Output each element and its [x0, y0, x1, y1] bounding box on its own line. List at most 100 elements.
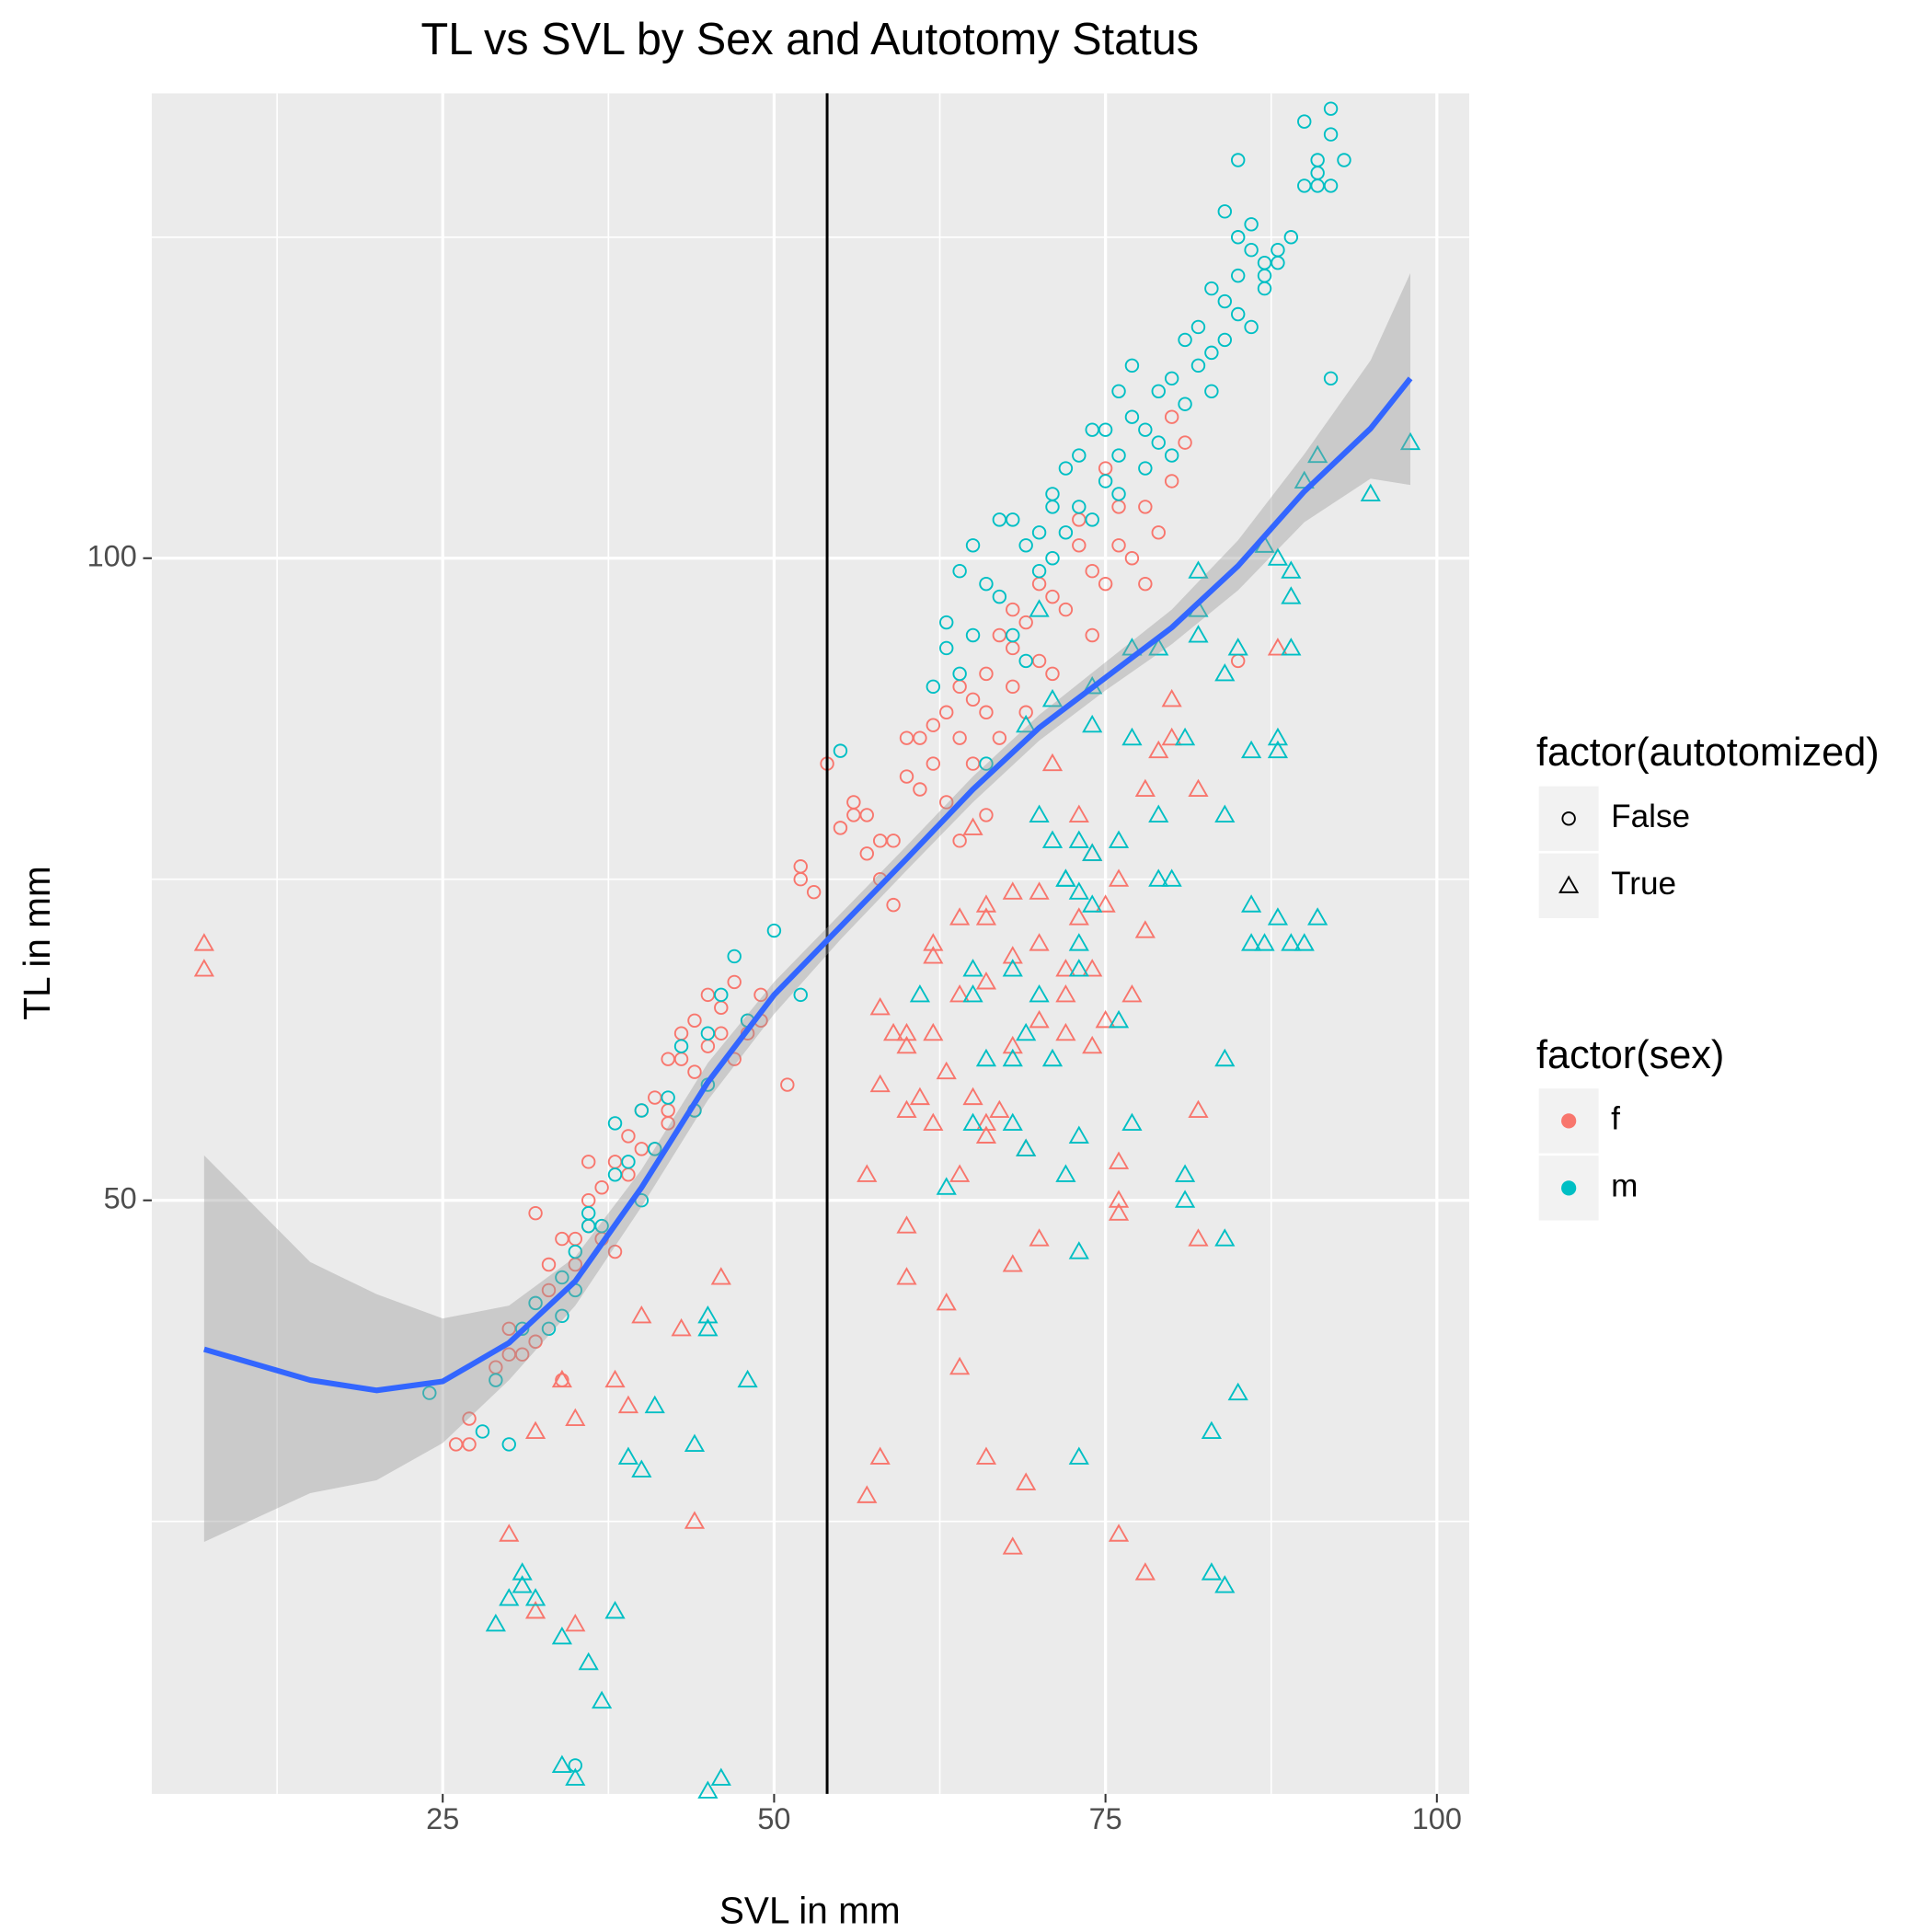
point	[1082, 1035, 1103, 1054]
point	[499, 1524, 520, 1542]
point	[1161, 727, 1182, 746]
point	[551, 1626, 572, 1645]
point	[617, 1446, 639, 1465]
point	[1016, 1472, 1037, 1490]
point	[1041, 688, 1064, 707]
point	[1082, 894, 1103, 913]
point	[1161, 868, 1182, 887]
legend-key	[1538, 853, 1599, 918]
point	[1111, 384, 1126, 398]
point	[962, 959, 983, 977]
point	[1267, 547, 1289, 566]
point	[857, 1485, 878, 1503]
point	[1241, 933, 1262, 951]
point	[975, 1446, 997, 1465]
point	[1055, 1022, 1076, 1041]
point	[1018, 538, 1033, 553]
point	[899, 769, 914, 784]
point	[1217, 293, 1232, 309]
point	[1188, 625, 1209, 643]
point	[1164, 371, 1179, 386]
point	[992, 730, 1007, 745]
point	[1124, 551, 1140, 566]
point	[1214, 1048, 1236, 1067]
point	[1138, 461, 1153, 476]
point	[1244, 319, 1259, 335]
point	[1108, 1190, 1130, 1208]
point	[697, 1780, 719, 1799]
point	[975, 972, 997, 990]
point	[909, 1087, 931, 1106]
point	[859, 808, 874, 822]
point	[727, 949, 742, 964]
point	[962, 1087, 983, 1106]
point	[1068, 933, 1089, 951]
point	[1029, 881, 1050, 900]
point	[979, 756, 994, 771]
point	[1002, 959, 1023, 977]
point	[1174, 727, 1196, 746]
plot-panel	[151, 93, 1469, 1794]
point	[524, 1601, 546, 1619]
point	[1055, 1164, 1076, 1182]
point	[952, 563, 967, 579]
point	[1151, 435, 1166, 450]
point	[1095, 894, 1116, 913]
point	[975, 907, 997, 926]
point	[644, 1395, 665, 1414]
point	[1029, 1009, 1050, 1029]
point	[1041, 830, 1064, 848]
point	[462, 1411, 477, 1426]
point	[753, 987, 768, 1003]
point	[1045, 500, 1060, 514]
point	[1281, 638, 1302, 656]
point	[939, 640, 954, 656]
point	[1068, 959, 1089, 977]
point	[607, 1244, 623, 1259]
point	[1002, 1112, 1023, 1131]
point	[1267, 740, 1289, 759]
point	[621, 1129, 636, 1144]
point	[1148, 804, 1169, 822]
point	[1227, 1382, 1248, 1401]
point	[975, 894, 997, 913]
point	[923, 933, 944, 951]
point	[1281, 560, 1302, 579]
point	[869, 1446, 891, 1465]
point	[604, 1369, 626, 1388]
point	[524, 1588, 546, 1606]
point	[1399, 431, 1421, 451]
point	[952, 730, 967, 745]
point	[979, 666, 994, 682]
point	[1174, 1190, 1196, 1208]
chart-title: TL vs SVL by Sex and Autotomy Status	[420, 15, 1199, 64]
point	[1323, 101, 1339, 116]
point	[1310, 153, 1325, 167]
point	[913, 730, 927, 745]
point	[1006, 679, 1020, 695]
point	[541, 1321, 557, 1337]
point	[578, 1651, 599, 1671]
point	[1230, 230, 1246, 245]
point	[1201, 1562, 1222, 1581]
x-tick-label: 50	[757, 1802, 790, 1835]
point	[859, 846, 874, 861]
point	[727, 974, 742, 990]
point	[896, 1035, 917, 1054]
point	[528, 1205, 543, 1221]
point	[1121, 727, 1143, 746]
point	[528, 1334, 543, 1349]
point	[1121, 1112, 1143, 1131]
point	[926, 679, 941, 695]
point	[684, 1511, 706, 1529]
legend-symbol	[1561, 1113, 1577, 1129]
point	[1045, 551, 1060, 566]
point	[1002, 946, 1023, 964]
point	[793, 859, 808, 874]
point	[1138, 500, 1153, 514]
point	[979, 576, 994, 592]
x-tick-label: 75	[1089, 1802, 1122, 1835]
point	[939, 795, 954, 810]
confidence-band	[203, 272, 1411, 1543]
point	[1058, 525, 1074, 540]
